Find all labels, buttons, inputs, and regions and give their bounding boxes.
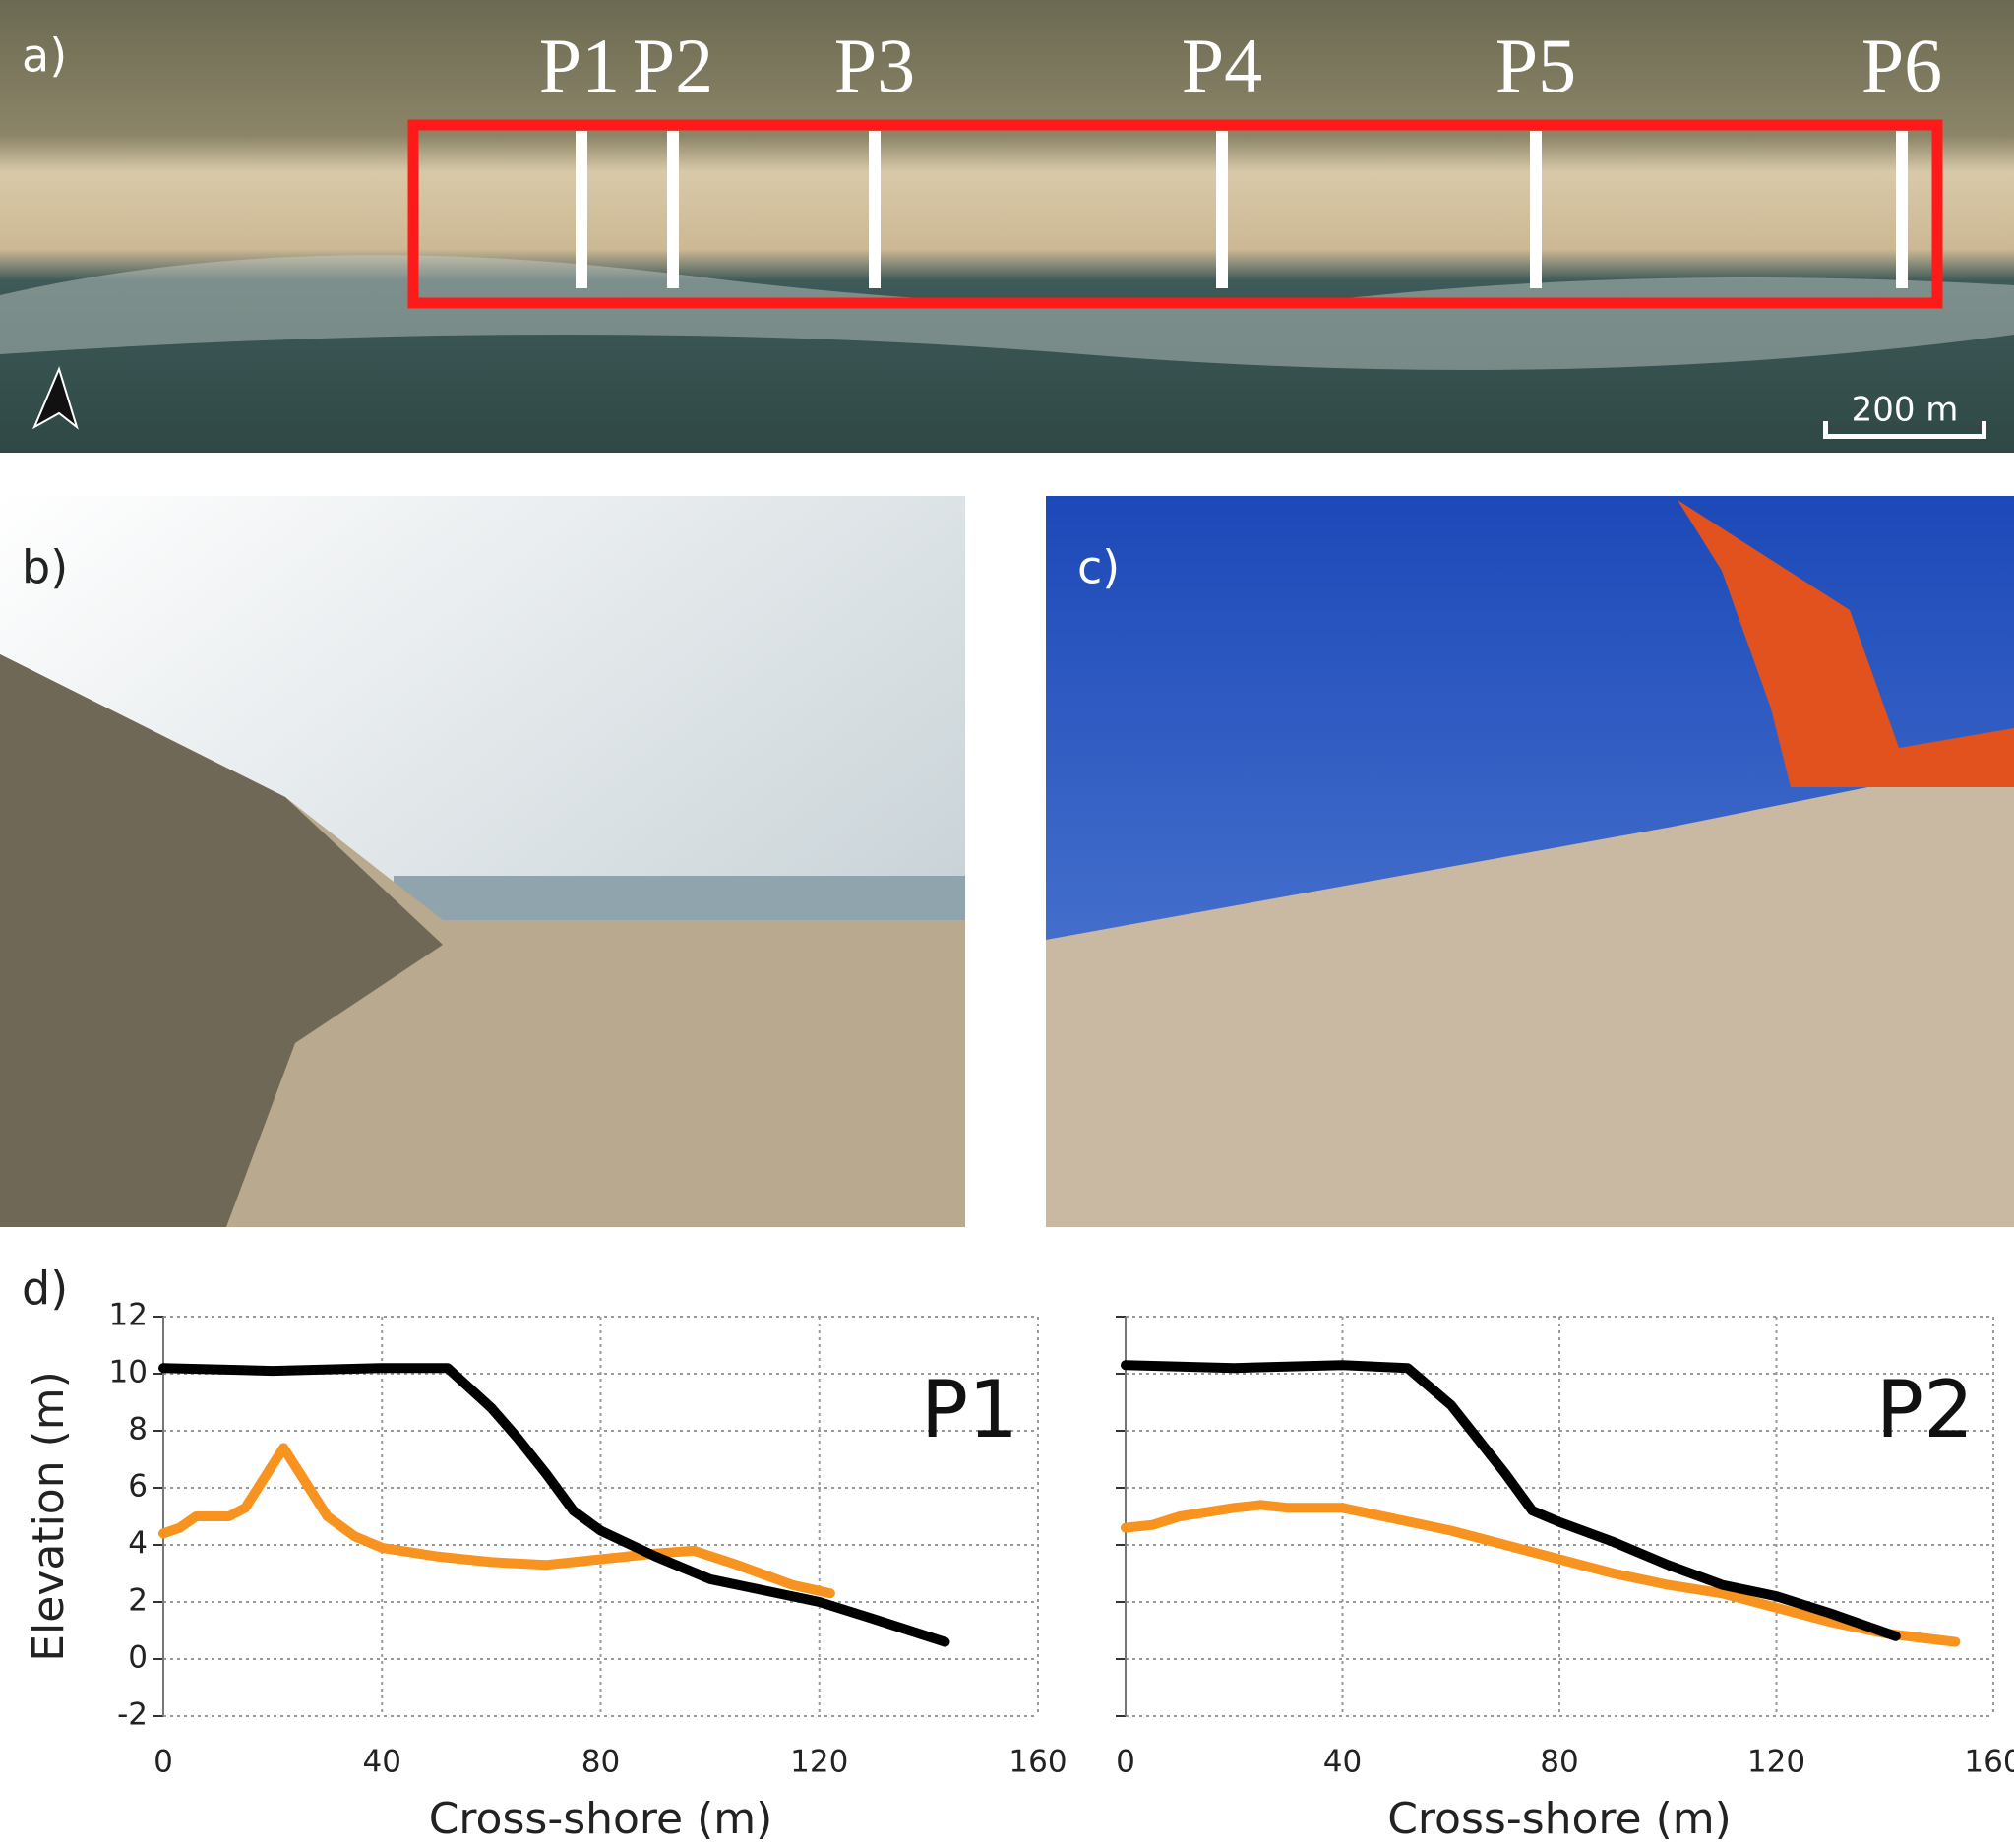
profile-line (1530, 131, 1542, 288)
y-tick-label: 2 (128, 1583, 148, 1619)
sand-dune (1046, 758, 2014, 1227)
y-tick-label: 0 (128, 1640, 148, 1676)
panel-label: c) (1077, 541, 1120, 594)
panel-label: d) (22, 1263, 68, 1316)
profile-line (1121, 1360, 1901, 1641)
profile-line (158, 1443, 835, 1599)
scale-tick (1823, 421, 1828, 439)
x-tick-label: 80 (1540, 1745, 1578, 1780)
profile-labels: P1 P2 P3 P4 P5 P6 (539, 23, 1942, 288)
y-tick-label: 10 (109, 1355, 148, 1390)
profile-line (1896, 131, 1908, 288)
profile-line (667, 131, 679, 288)
x-tick-label: 120 (1747, 1745, 1805, 1780)
sea (394, 876, 965, 920)
profile-line (1121, 1500, 1961, 1647)
profile-line (1216, 131, 1228, 288)
y-tick-label: 6 (128, 1469, 148, 1505)
x-tick-label: 120 (790, 1745, 848, 1780)
y-tick-label: -2 (117, 1697, 148, 1733)
study-area-box (407, 119, 1943, 309)
scale-tick (1982, 421, 1986, 439)
sand-dune (0, 654, 443, 1227)
excavator (1678, 500, 2014, 787)
surf (0, 255, 2014, 370)
y-tick-label: 4 (128, 1526, 148, 1562)
panel-label: a) (22, 30, 67, 83)
x-tick-label: 0 (1116, 1745, 1135, 1780)
x-tick-label: 160 (1008, 1745, 1067, 1780)
scale-bar: 200 m (1823, 391, 1986, 439)
x-tick-label: 160 (1964, 1745, 2014, 1780)
x-tick-label: 0 (153, 1745, 173, 1780)
aerial-image (0, 0, 2014, 453)
profile-label: P4 (1182, 23, 1262, 108)
scale-label: 200 m (1852, 391, 1959, 430)
profile-line (576, 131, 587, 288)
profile-annotation: P2 (1876, 1364, 1974, 1455)
profile-label: P2 (633, 23, 713, 108)
x-axis-label: Cross-shore (m) (429, 1794, 773, 1844)
x-axis-label: Cross-shore (m) (1387, 1794, 1732, 1844)
x-tick-label: 80 (581, 1745, 620, 1780)
profile-annotation: P1 (921, 1364, 1018, 1455)
x-tick-label: 40 (363, 1745, 401, 1780)
north-arrow (31, 366, 79, 430)
profile-label: P3 (834, 23, 915, 108)
y-tick-label: 8 (128, 1412, 148, 1448)
profile-label: P6 (1861, 23, 1942, 108)
y-tick-label: 12 (109, 1298, 148, 1333)
profile-line (869, 131, 881, 288)
profile-label: P1 (539, 23, 620, 108)
panel-label: b) (22, 541, 68, 594)
scale-line (1823, 434, 1986, 439)
y-axis-label: Elevation (m) (24, 1371, 74, 1662)
x-tick-label: 40 (1323, 1745, 1362, 1780)
profile-line (158, 1363, 950, 1647)
profile-label: P5 (1495, 23, 1576, 108)
